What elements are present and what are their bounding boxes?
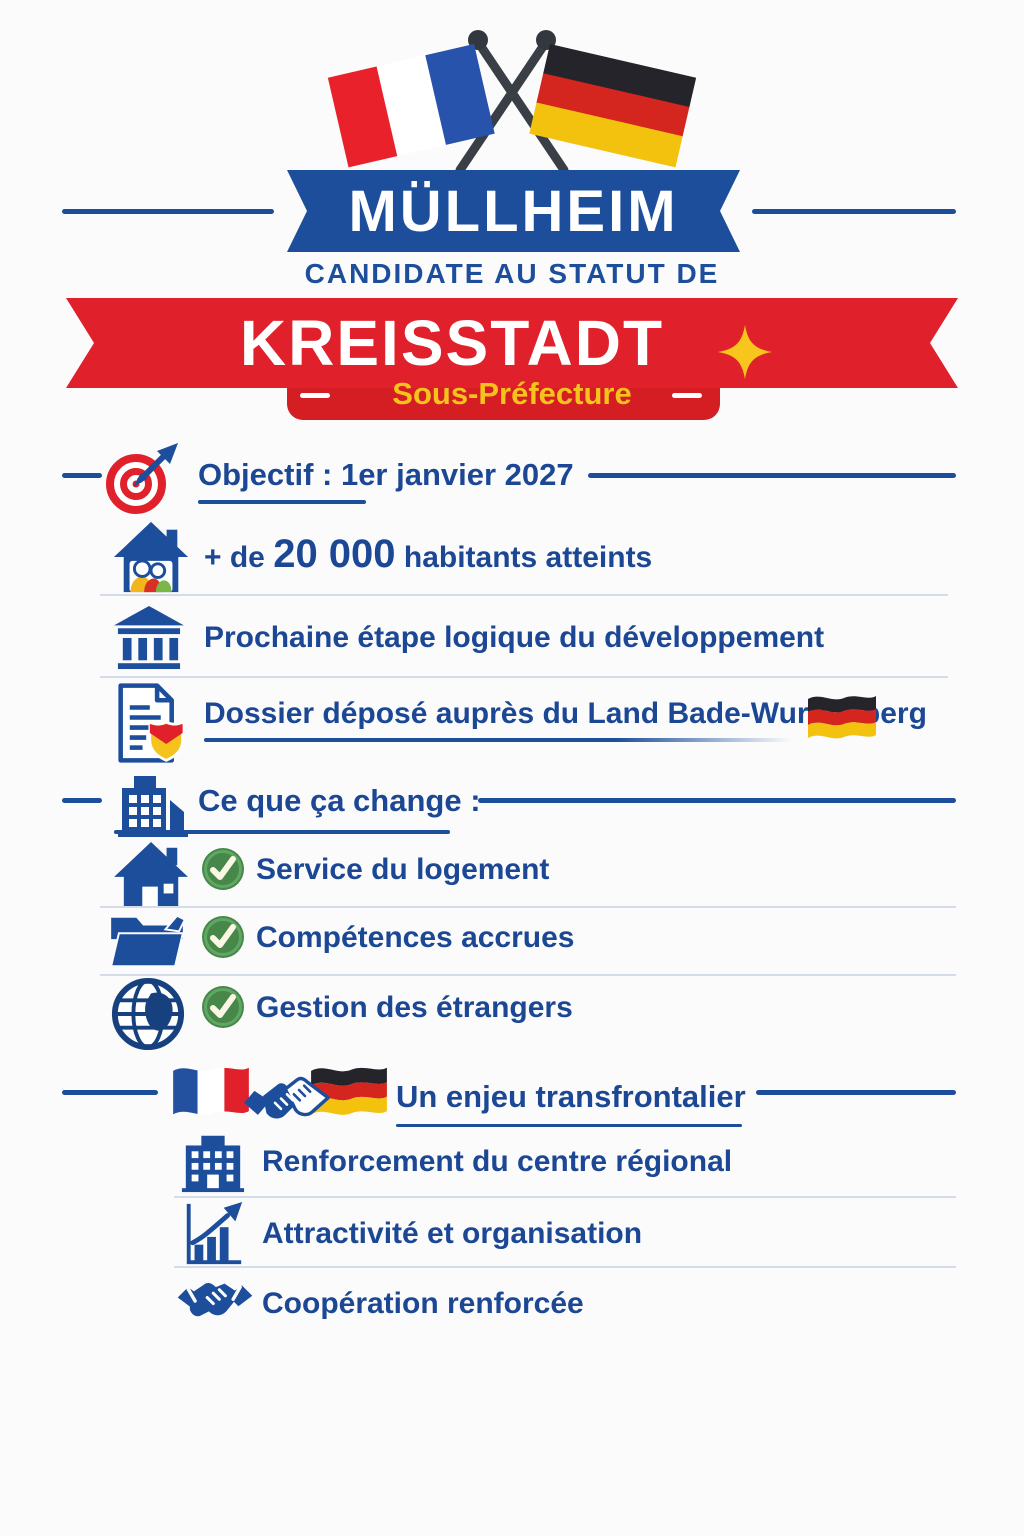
candidate-subtitle: CANDIDATE AU STATUT DE [304, 258, 720, 289]
change-competences: Compétences accrues [256, 921, 575, 954]
handshake-icon [177, 1282, 253, 1317]
fact-habitants: + de 20 000 habitants atteints [204, 530, 652, 582]
divider [100, 676, 948, 678]
changes-title: Ce que ça change : [198, 783, 481, 818]
objective-dash-left [62, 473, 102, 478]
objective-label: Objectif [198, 457, 314, 492]
fact-etape: Prochaine étape logique du développement [204, 621, 825, 654]
divider [100, 594, 948, 596]
house-icon [114, 841, 188, 908]
crossborder-rule-left [62, 1090, 158, 1095]
building-icon [181, 1135, 245, 1193]
bank-icon [114, 605, 184, 670]
objective-underline [198, 500, 366, 504]
city-name: MÜLLHEIM [348, 178, 679, 244]
status-subtitle: Sous-Préfecture [392, 376, 632, 411]
subtitle-dash-left [300, 393, 330, 398]
divider [174, 1266, 956, 1268]
change-logement: Service du logement [256, 853, 550, 886]
fact-dossier: Dossier déposé auprès du Land Bade-Wurte… [204, 697, 927, 730]
handshake-icon [244, 1076, 330, 1119]
fact-habitants-suffix: habitants atteints [395, 541, 653, 574]
check-icon [202, 848, 244, 890]
subtitle-dash-right [672, 393, 702, 398]
status-title: KREISSTADT [239, 307, 665, 379]
status-banner: KREISSTADT [66, 298, 958, 388]
germany-flag-icon [808, 696, 876, 739]
house-people-icon [113, 521, 189, 593]
crossborder-underline [396, 1124, 742, 1127]
dossier-underline [204, 738, 792, 742]
objective-text: Objectif : 1er janvier 2027 [198, 456, 574, 493]
right-rule [752, 209, 956, 214]
changes-dash-left [62, 798, 102, 803]
left-rule [62, 209, 274, 214]
germany-flag-icon [529, 44, 697, 168]
check-icon [202, 916, 244, 958]
divider [100, 974, 956, 976]
check-icon [202, 986, 244, 1028]
germany-flag-icon [311, 1067, 387, 1115]
fact-habitants-number: 20 000 [273, 532, 396, 576]
changes-underline [114, 830, 450, 834]
divider [174, 1196, 956, 1198]
fact-habitants-prefix: + de [204, 541, 274, 574]
crossborder-attractivite: Attractivité et organisation [262, 1217, 643, 1250]
change-etrangers: Gestion des étrangers [256, 991, 573, 1024]
crossborder-rule-right [756, 1090, 956, 1095]
crossed-flags-france-germany-icon [327, 30, 697, 175]
crossborder-cooperation: Coopération renforcée [262, 1287, 584, 1320]
objective-rule-right [588, 473, 956, 478]
globe-icon [111, 977, 185, 1051]
objective-value: : 1er janvier 2027 [313, 457, 574, 492]
sparkle-icon [717, 324, 773, 380]
target-icon [106, 443, 178, 514]
france-flag-icon [173, 1067, 249, 1115]
folder-icon [109, 914, 187, 968]
document-shield-icon [118, 683, 184, 763]
divider [100, 906, 956, 908]
crossborder-centre: Renforcement du centre régional [262, 1145, 733, 1178]
france-flag-icon [327, 44, 495, 168]
crossborder-title: Un enjeu transfrontalier [396, 1079, 746, 1114]
office-building-icon [118, 776, 188, 837]
chart-growth-icon [186, 1201, 243, 1265]
changes-rule-right [478, 798, 956, 803]
city-banner: MÜLLHEIM [287, 170, 740, 252]
